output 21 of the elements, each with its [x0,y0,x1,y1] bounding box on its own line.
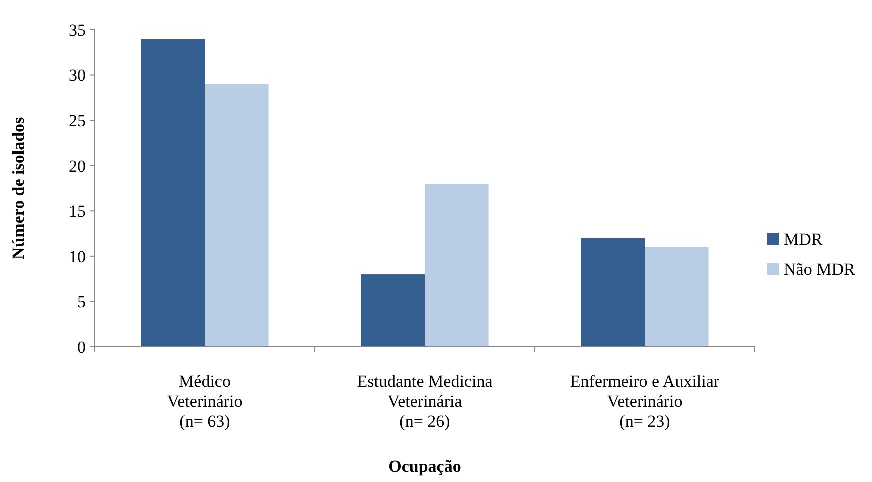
x-axis-title: Ocupação [388,457,462,476]
x-tick-label: Médico Veterinário (n= 63) [167,372,243,431]
bar [425,184,489,347]
bar [205,84,269,347]
legend-label: MDR [784,230,824,249]
y-tick-label: 20 [69,156,86,176]
y-tick-label: 0 [78,338,86,357]
y-tick-label: 15 [69,202,86,222]
bar [361,274,425,347]
y-tick-label: 5 [78,292,86,312]
legend-label: Não MDR [784,260,856,279]
bar [581,238,645,347]
bar [141,39,205,347]
bar [645,247,709,347]
y-axis-title: Número de isolados [9,116,28,260]
y-tick-label: 10 [69,247,86,266]
y-tick-label: 35 [69,20,86,40]
y-tick-label: 30 [69,66,86,86]
y-tick-label: 25 [69,112,86,131]
x-tick-label: Estudante Medicina Veterinária (n= 26) [357,372,494,431]
x-tick-label: Enfermeiro e Auxiliar Veterinário (n= 23) [570,372,720,431]
